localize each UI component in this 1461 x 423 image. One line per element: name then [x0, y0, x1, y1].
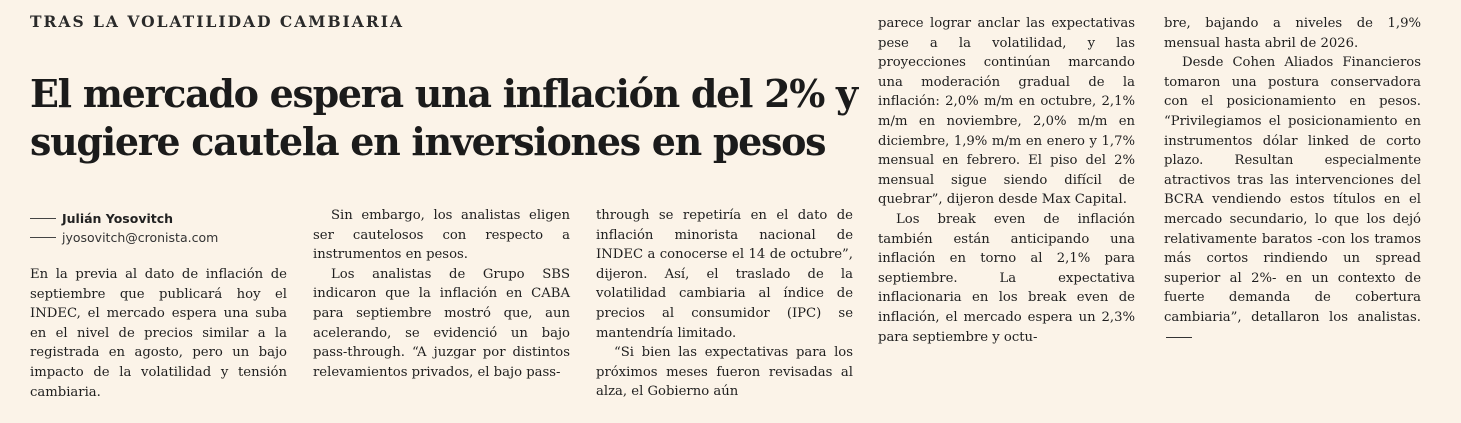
paragraph-lead: En la previa al dato de inflación de sep… [30, 267, 287, 400]
paragraph-5-part-1: Los break even de inflación también está… [878, 211, 1135, 345]
text-column-5: bre, bajando a niveles de 1,9% mensual h… [1164, 14, 1421, 347]
byline-email-row: jyosovitch@cronista.com [30, 228, 300, 247]
author-email[interactable]: jyosovitch@cronista.com [62, 230, 219, 245]
paragraph-4-part-2: parece lograr anclar las expectativas pe… [878, 16, 1135, 208]
byline-rule [30, 237, 56, 238]
paragraph-6-text: Desde Cohen Aliados Financieros tomaron … [1164, 55, 1421, 325]
byline-rule [30, 218, 56, 219]
paragraph-4-part-1: “Si bien las expectativas para los próxi… [596, 345, 853, 400]
text-column-2: Sin embargo, los analistas eligen ser ca… [313, 206, 570, 382]
paragraph-5-part-2: bre, bajando a niveles de 1,9% mensual h… [1164, 16, 1421, 51]
paragraph-2: Sin embargo, los analistas eligen ser ca… [313, 208, 570, 263]
article-kicker: TRAS LA VOLATILIDAD CAMBIARIA [30, 12, 404, 31]
paragraph-6: Desde Cohen Aliados Financieros tomaron … [1164, 53, 1421, 347]
end-mark [1166, 336, 1192, 338]
paragraph-3-part-2: through se repetiría en el dato de infla… [596, 208, 853, 341]
text-column-1: En la previa al dato de inflación de sep… [30, 265, 287, 402]
byline: Julián Yosovitch jyosovitch@cronista.com [30, 209, 300, 247]
text-column-4: parece lograr anclar las expectativas pe… [878, 14, 1135, 347]
text-column-3: through se repetiría en el dato de infla… [596, 206, 853, 402]
article-headline: El mercado espera una inflación del 2% y… [30, 71, 858, 164]
paragraph-3-part-1: Los analistas de Grupo SBS indicaron que… [313, 266, 570, 380]
author-name: Julián Yosovitch [62, 211, 174, 226]
byline-author-row: Julián Yosovitch [30, 209, 300, 228]
